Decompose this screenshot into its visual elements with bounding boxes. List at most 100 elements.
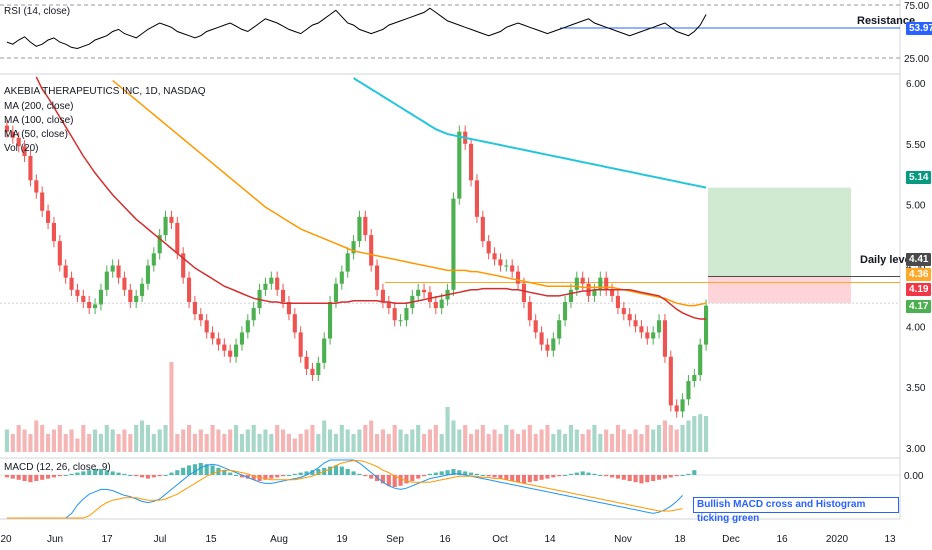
macd-histogram-bar — [463, 471, 468, 475]
macd-histogram-bar — [451, 469, 456, 475]
time-tick-label: 14 — [544, 534, 556, 545]
candle-body — [345, 253, 350, 272]
macd-histogram-bar — [51, 475, 56, 478]
time-tick-label: 13 — [884, 534, 896, 545]
volume-bar — [627, 434, 632, 452]
time-tick-label: Jul — [154, 534, 167, 545]
candle-body — [627, 314, 632, 321]
volume-bar — [245, 429, 250, 452]
macd-histogram-bar — [563, 475, 568, 476]
macd-histogram-bar — [410, 475, 415, 481]
volume-bar — [668, 425, 673, 452]
macd-histogram-bar — [163, 475, 168, 476]
volume-bar — [57, 425, 62, 452]
macd-histogram-bar — [157, 475, 162, 477]
volume-bar — [639, 434, 644, 452]
candle-body — [527, 302, 532, 321]
volume-bar — [298, 434, 303, 452]
volume-bar — [357, 429, 362, 452]
rsi-tick-label: 25.00 — [904, 54, 929, 65]
macd-annotation-box: Bullish MACD cross and Histogram ticking… — [693, 497, 899, 524]
candle-body — [486, 241, 491, 254]
candle-body — [316, 362, 321, 375]
volume-bar — [498, 434, 503, 452]
volume-bar — [380, 429, 385, 452]
macd-histogram-bar — [210, 465, 215, 475]
volume-bar — [204, 434, 209, 452]
candle-body — [322, 338, 327, 363]
macd-histogram-bar — [621, 475, 626, 480]
macd-tick-label: 0.00 — [904, 471, 924, 482]
macd-histogram-bar — [239, 475, 244, 478]
candle-body — [22, 146, 27, 156]
resistance-annotation: Resistance — [857, 15, 916, 27]
price-tick-label: 6.00 — [906, 79, 926, 90]
volume-bar — [545, 425, 550, 452]
macd-histogram-bar — [46, 475, 51, 479]
candle-body — [651, 332, 656, 339]
volume-bar — [40, 425, 45, 452]
chart-title: AKEBIA THERAPEUTICS INC, 1D, NASDAQ — [4, 86, 206, 97]
volume-bar — [469, 434, 474, 452]
price-tag-daily-level: 4.41 — [906, 253, 932, 266]
candle-body — [339, 271, 344, 284]
macd-histogram-bar — [686, 473, 691, 475]
price-tick-label: 5.00 — [906, 201, 926, 212]
macd-histogram-bar — [380, 475, 385, 484]
candle-body — [292, 314, 297, 333]
candle-body — [615, 295, 620, 309]
volume-bar — [375, 434, 380, 452]
price-tick-label: 4.50 — [906, 262, 926, 273]
macd-histogram-bar — [269, 475, 274, 479]
candle-body — [698, 344, 703, 375]
macd-histogram-bar — [192, 464, 197, 475]
macd-histogram-bar — [539, 475, 544, 480]
volume-bar — [46, 434, 51, 452]
macd-histogram-bar — [16, 475, 21, 480]
volume-bar — [510, 429, 515, 452]
macd-histogram-bar — [598, 475, 603, 476]
candle-body — [645, 332, 650, 339]
price-tick-label: 4.00 — [906, 322, 926, 333]
candle-body — [263, 283, 268, 290]
macd-histogram-bar — [504, 475, 509, 480]
macd-histogram-bar — [668, 475, 673, 478]
macd-histogram-bar — [93, 469, 98, 475]
volume-bar — [192, 434, 197, 452]
macd-histogram-bar — [81, 471, 86, 475]
candle-body — [198, 314, 203, 321]
volume-bar — [22, 429, 27, 452]
candle-body — [93, 304, 98, 309]
volume-bar — [662, 420, 667, 452]
daily-level-annotation: Daily level — [860, 254, 914, 266]
macd-histogram-bar — [198, 463, 203, 475]
candle-body — [422, 289, 427, 293]
volume-bar — [122, 429, 127, 452]
macd-histogram-bar — [98, 469, 103, 475]
candle-body — [480, 216, 485, 242]
macd-histogram-bar — [586, 472, 591, 475]
volume-bar — [333, 434, 338, 452]
macd-histogram-bar — [657, 475, 662, 480]
candle-body — [516, 271, 521, 284]
candle-body — [533, 320, 538, 333]
candle-body — [427, 292, 432, 302]
macd-histogram-bar — [457, 470, 462, 475]
volume-bar — [292, 438, 297, 452]
macd-histogram-bar — [398, 475, 403, 486]
candle-body — [222, 344, 227, 351]
volume-bar — [563, 434, 568, 452]
candle-body — [228, 350, 233, 357]
macd-histogram-bar — [651, 475, 656, 481]
candle-body — [116, 265, 121, 278]
candle-body — [380, 289, 385, 302]
volume-bar — [445, 407, 450, 452]
volume-bar — [16, 425, 21, 452]
volume-bar — [698, 414, 703, 452]
volume-bar — [404, 434, 409, 452]
candle-body — [351, 241, 356, 254]
volume-bar — [651, 429, 656, 452]
legend-vol: Vol (20) — [4, 143, 39, 154]
volume-bar — [504, 425, 509, 452]
